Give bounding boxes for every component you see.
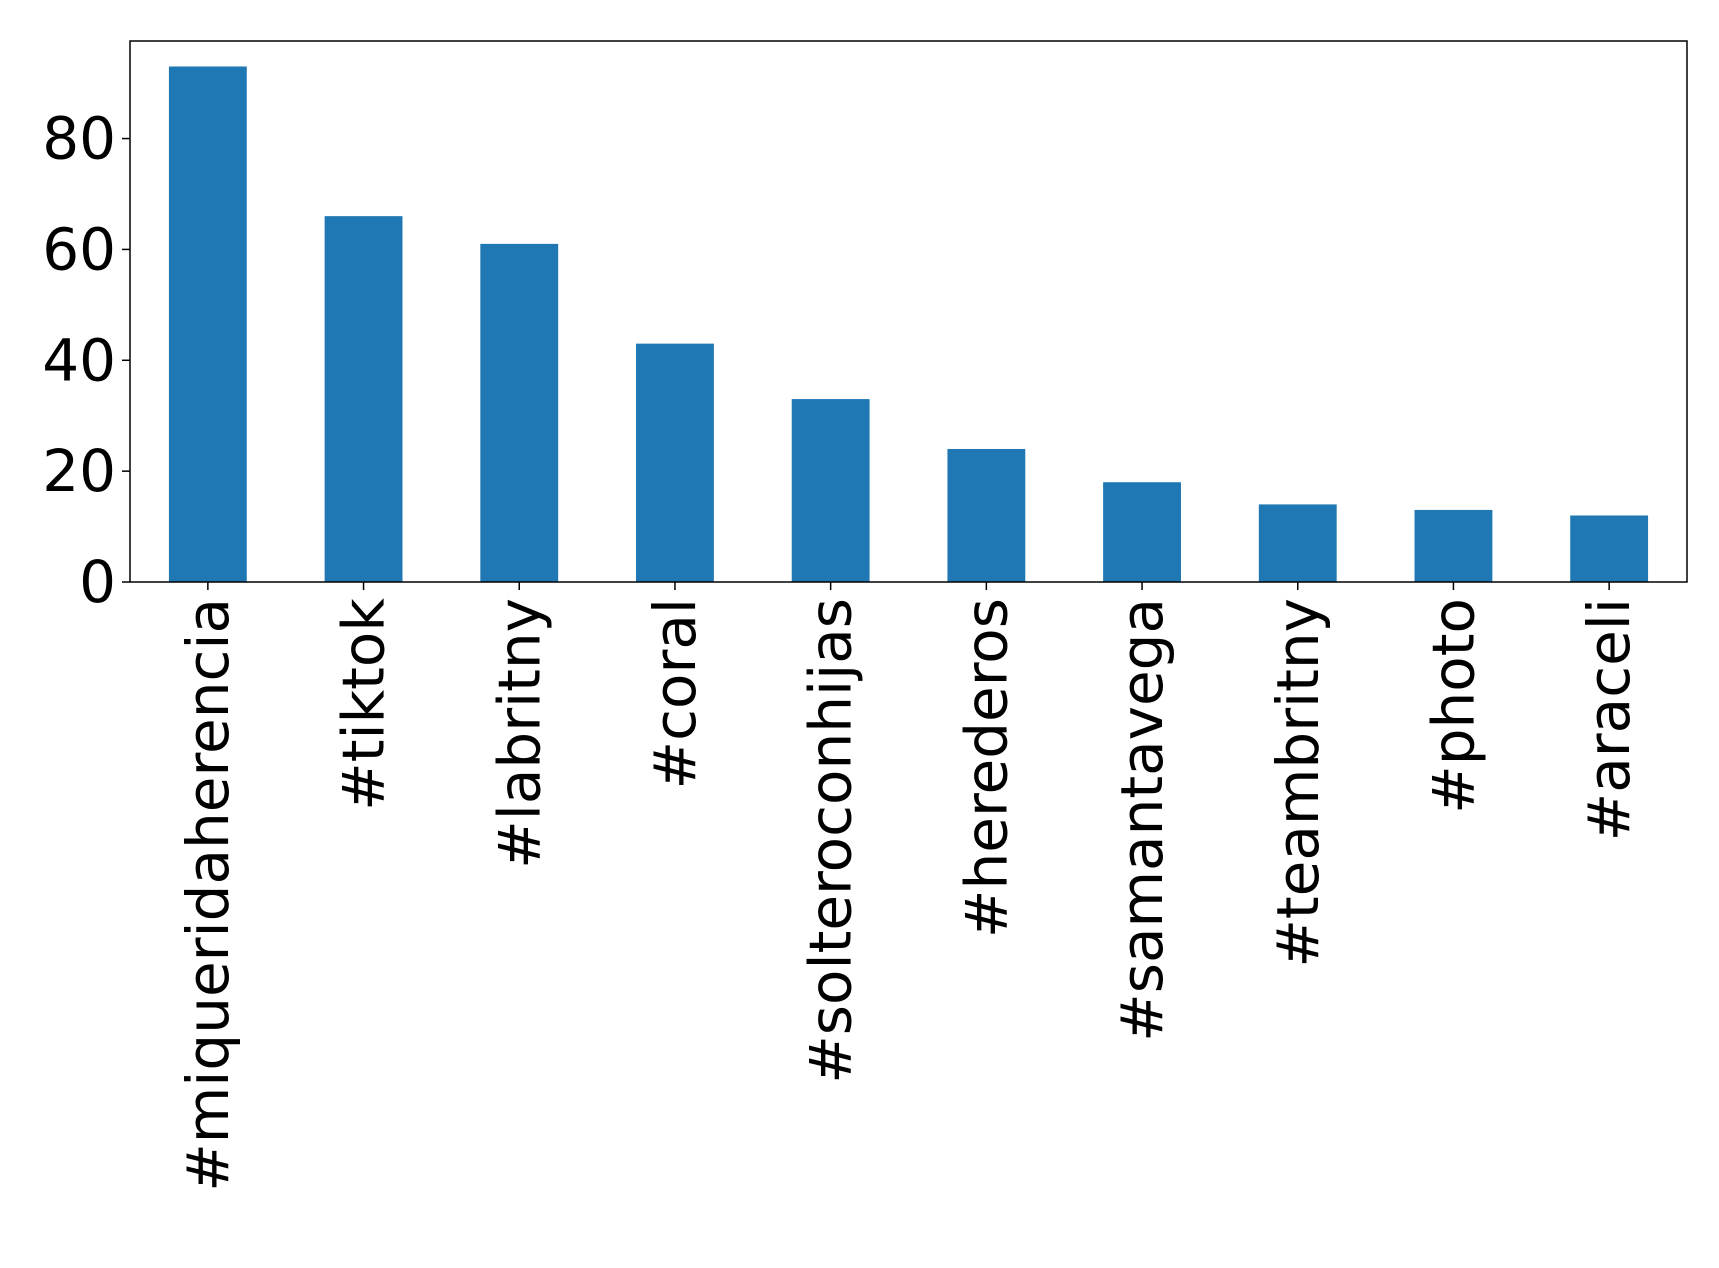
bar: [480, 243, 559, 582]
x-tick-label: #herederos: [952, 598, 1020, 938]
x-tick-label: #tiktok: [330, 598, 398, 811]
y-tick-label: 20: [42, 437, 116, 505]
bars-layer: [168, 66, 1649, 583]
y-axis: 0 20 40 60 80: [42, 105, 130, 616]
bar: [1103, 482, 1181, 582]
y-tick-label: 0: [79, 548, 116, 616]
bar: [1570, 515, 1649, 582]
x-tick-label: #labritny: [485, 598, 553, 869]
y-tick-label: 60: [42, 215, 116, 283]
bar: [791, 399, 870, 582]
bar: [324, 216, 403, 582]
plot-frame: [129, 40, 1688, 583]
x-tick-label: #araceli: [1575, 598, 1643, 841]
bar: [168, 66, 247, 583]
x-tick-label: #photo: [1419, 598, 1487, 814]
bar: [1414, 509, 1493, 582]
bar: [636, 343, 714, 582]
y-tick-label: 80: [42, 105, 116, 173]
x-tick-label: #miqueridaherencia: [174, 598, 242, 1192]
x-axis: #miqueridaherencia #tiktok #labritny #coral…: [174, 582, 1643, 1192]
x-tick-label: #teambritny: [1264, 598, 1332, 968]
bar: [947, 448, 1026, 582]
x-tick-label: #coral: [641, 598, 709, 789]
bar: [1258, 504, 1337, 582]
x-tick-label: #samantavega: [1108, 598, 1176, 1042]
x-tick-label: #solteroconhijas: [797, 598, 865, 1084]
y-tick-label: 40: [42, 326, 116, 394]
